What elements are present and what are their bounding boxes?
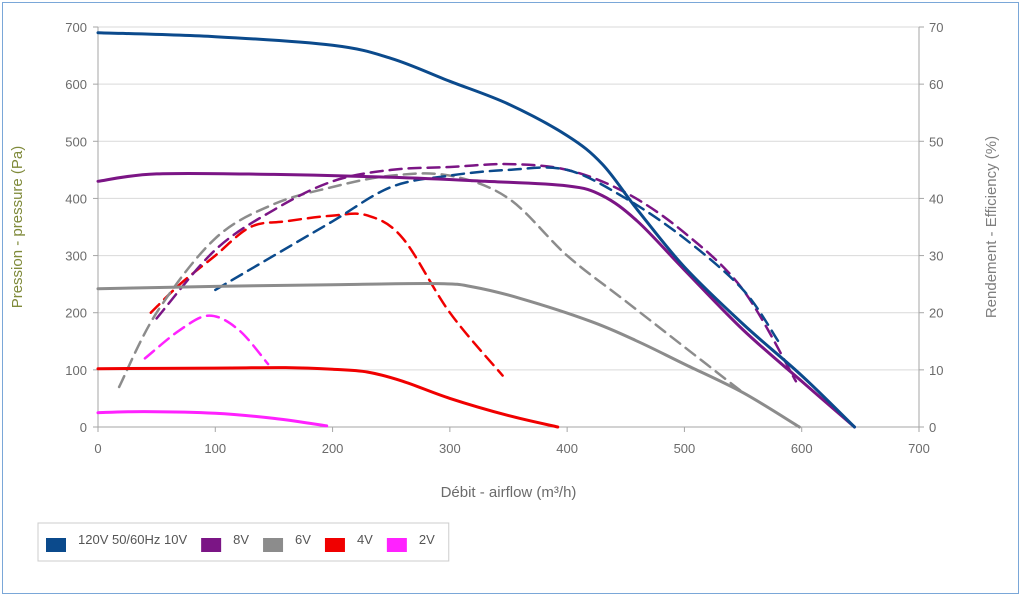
pressure-line-4v bbox=[96, 366, 560, 429]
efficiency-line-6v bbox=[117, 172, 745, 394]
legend-label: 120V 50/60Hz 10V bbox=[78, 532, 187, 547]
y-left-tick-label: 500 bbox=[65, 134, 87, 149]
legend-label: 2V bbox=[419, 532, 435, 547]
efficiency-line-8v bbox=[155, 162, 798, 383]
x-tick-label: 0 bbox=[94, 441, 101, 456]
x-tick-label: 200 bbox=[322, 441, 344, 456]
x-tick-label: 500 bbox=[674, 441, 696, 456]
legend-swatch bbox=[386, 538, 407, 552]
y-right-tick-label: 30 bbox=[929, 249, 943, 264]
pressure-line-2v bbox=[96, 410, 329, 428]
y-right-tick-label: 70 bbox=[929, 20, 943, 35]
pressure-line-120v-50-60hz-10v bbox=[96, 31, 856, 429]
x-tick-label: 100 bbox=[204, 441, 226, 456]
y-right-tick-label: 20 bbox=[929, 306, 943, 321]
pressure-line-6v bbox=[96, 282, 801, 429]
y-left-tick-label: 300 bbox=[65, 249, 87, 264]
legend-label: 8V bbox=[233, 532, 249, 547]
y-left-tick-label: 200 bbox=[65, 306, 87, 321]
legend-box bbox=[37, 522, 450, 562]
y-right-tick-label: 10 bbox=[929, 363, 943, 378]
y-right-tick-label: 50 bbox=[929, 134, 943, 149]
pressure-line-8v bbox=[96, 171, 856, 429]
legend-swatch bbox=[263, 538, 284, 552]
legend: 120V 50/60Hz 10V 8V 6V 4V 2V bbox=[37, 522, 450, 562]
y-right-tick-label: 60 bbox=[929, 77, 943, 92]
x-tick-label: 400 bbox=[556, 441, 578, 456]
efficiency-line-120v-50-60hz-10v bbox=[214, 166, 780, 343]
x-tick-label: 300 bbox=[439, 441, 461, 456]
legend-label: 6V bbox=[295, 532, 311, 547]
y-left-tick-label: 400 bbox=[65, 191, 87, 206]
x-tick-label: 600 bbox=[791, 441, 813, 456]
legend-swatch bbox=[324, 538, 345, 552]
y-left-axis-title: Pression - pressure (Pa) bbox=[9, 146, 26, 309]
efficiency-line-4v bbox=[149, 212, 504, 377]
legend-label: 4V bbox=[357, 532, 373, 547]
legend-swatch bbox=[201, 538, 222, 552]
y-right-tick-label: 40 bbox=[929, 191, 943, 206]
y-right-axis-title: Rendement - Efficiency (%) bbox=[983, 136, 1000, 318]
efficiency-line-2v bbox=[143, 314, 270, 366]
x-tick-label: 700 bbox=[908, 441, 930, 456]
y-right-tick-label: 0 bbox=[929, 420, 936, 435]
y-left-tick-label: 0 bbox=[80, 420, 87, 435]
y-left-tick-label: 100 bbox=[65, 363, 87, 378]
legend-swatch bbox=[46, 538, 66, 552]
y-left-tick-label: 700 bbox=[65, 20, 87, 35]
y-left-tick-label: 600 bbox=[65, 77, 87, 92]
x-axis-title: Débit - airflow (m³/h) bbox=[441, 484, 577, 501]
